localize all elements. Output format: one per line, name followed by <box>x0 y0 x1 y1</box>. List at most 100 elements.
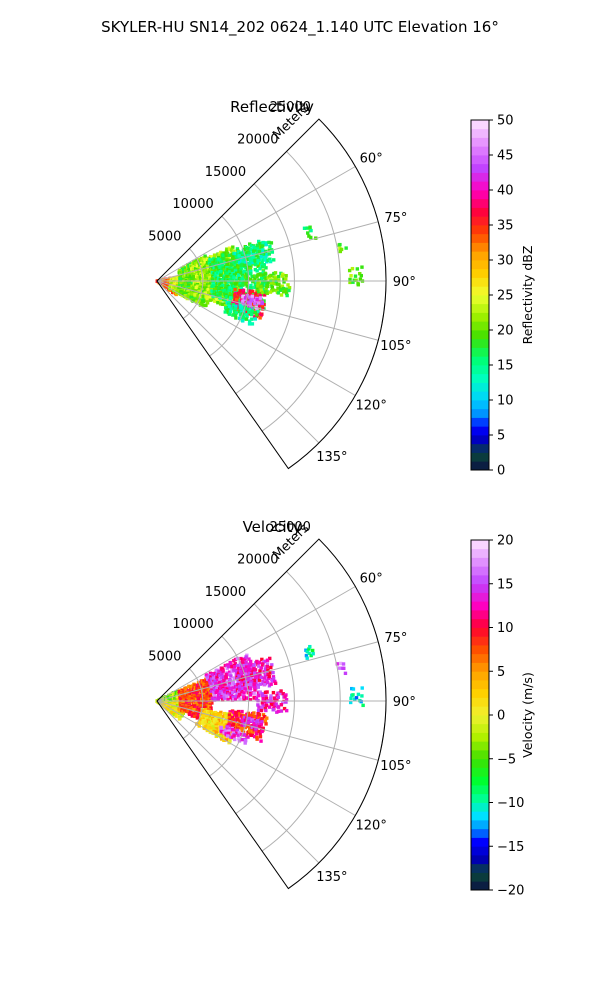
echo-gate <box>233 313 238 318</box>
echo-gate <box>226 271 230 276</box>
echo-gate <box>162 705 167 709</box>
echo-gate <box>224 676 228 680</box>
echo-gate <box>180 292 184 296</box>
echo-gate <box>229 307 233 311</box>
colorbar-segment <box>471 277 489 287</box>
echo-gate <box>255 275 259 279</box>
colorbar-segment <box>471 400 489 410</box>
echo-gate <box>244 665 249 669</box>
echo-gate <box>247 662 252 666</box>
echo-gate <box>271 675 276 679</box>
echo-gate <box>262 273 266 277</box>
echo-gate <box>248 259 252 263</box>
echo-gate <box>260 705 264 709</box>
echo-gate <box>222 696 227 700</box>
echo-gate <box>261 693 265 698</box>
echo-gate <box>261 258 266 262</box>
echo-gate <box>263 659 268 664</box>
echo-gate <box>258 682 262 686</box>
echo-gate <box>227 670 232 674</box>
colorbar-segment <box>471 610 489 620</box>
echo-gate <box>248 672 252 676</box>
echo-gate <box>232 676 236 681</box>
echo-gate <box>197 299 201 303</box>
echo-gate <box>282 706 287 711</box>
echo-gate <box>197 257 201 262</box>
echo-gate <box>181 710 185 714</box>
echo-gate <box>210 268 214 273</box>
echo-gate <box>172 713 176 717</box>
echo-gate <box>232 665 237 669</box>
echo-gate <box>218 265 222 269</box>
echo-gate <box>223 303 228 308</box>
echo-gate <box>236 666 241 671</box>
echo-gate <box>245 314 249 318</box>
echo-gate <box>237 722 241 727</box>
echo-gate <box>235 295 239 300</box>
echo-gate <box>178 708 182 712</box>
echo-gate <box>201 294 205 299</box>
echo-gate <box>229 248 234 252</box>
echo-gate <box>236 733 240 737</box>
echo-gate <box>256 714 260 719</box>
echo-gate <box>261 290 265 295</box>
echo-gate <box>203 708 208 712</box>
echo-gate <box>198 708 202 712</box>
echo-gate <box>261 660 266 664</box>
echo-gate <box>242 270 246 274</box>
echo-gate <box>224 249 229 253</box>
echo-gate <box>214 725 218 729</box>
echo-gate <box>214 712 218 717</box>
echo-gate <box>220 718 224 722</box>
colorbar-segment <box>471 373 489 383</box>
echo-gate <box>205 675 209 680</box>
echo-gate <box>270 250 275 254</box>
colorbar-segment <box>471 321 489 331</box>
echo-gate <box>244 672 248 676</box>
echo-gate <box>228 681 232 686</box>
echo-gate <box>233 251 238 256</box>
echo-gate <box>271 670 275 675</box>
echo-gate <box>174 292 178 297</box>
echo-gate <box>256 301 261 305</box>
echo-gate <box>241 283 245 287</box>
echo-gate <box>233 662 238 666</box>
echo-gate <box>260 260 264 265</box>
echo-gate <box>268 656 272 661</box>
echo-gate <box>227 299 232 303</box>
echo-gate <box>276 709 281 714</box>
echo-gate <box>267 240 271 245</box>
echo-gate <box>263 272 268 276</box>
echo-gate <box>187 712 192 717</box>
figure-suptitle: SKYLER-HU SN14_202 0624_1.140 UTC Elevat… <box>101 18 499 37</box>
echo-gate <box>219 298 223 302</box>
echo-gate <box>252 665 256 670</box>
echo-gate <box>269 699 273 704</box>
echo-gate <box>186 294 190 299</box>
echo-gate <box>249 247 253 252</box>
echo-gate <box>198 702 203 706</box>
echo-gate <box>275 698 279 702</box>
echo-gate <box>234 685 239 690</box>
echo-gate <box>187 705 191 710</box>
echo-gate <box>272 282 276 286</box>
echo-gate <box>223 728 227 732</box>
echo-gate <box>225 247 229 251</box>
range-tick-label: 5000 <box>148 230 181 245</box>
echo-gate <box>184 688 188 693</box>
echo-gate <box>219 284 224 289</box>
echo-gate <box>262 279 267 284</box>
echo-gate <box>264 722 268 726</box>
echo-gate <box>237 316 242 321</box>
echo-gate <box>237 260 242 265</box>
echo-gate <box>240 724 244 728</box>
echo-gate <box>226 697 230 702</box>
echo-gate <box>253 285 257 289</box>
echo-gate <box>207 720 212 724</box>
echo-gate <box>243 725 247 730</box>
echo-gate <box>261 713 266 717</box>
echo-gate <box>268 257 272 261</box>
echo-gate <box>215 676 219 680</box>
echo-gate <box>235 656 240 661</box>
echo-gate <box>255 245 260 250</box>
